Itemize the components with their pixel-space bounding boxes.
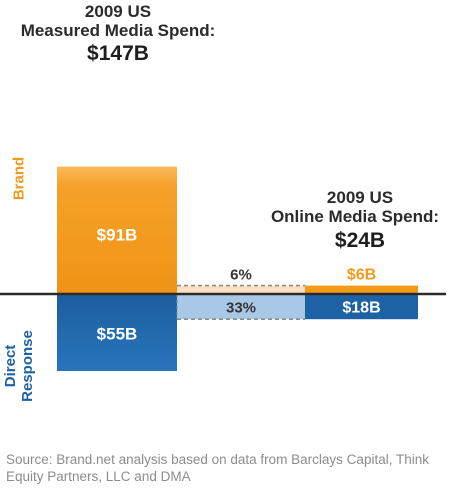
bar1-title-line1: 2009 US bbox=[84, 2, 152, 21]
bar-measured-brand-label: $91B bbox=[97, 225, 138, 244]
bar2-total-label: $24B bbox=[334, 229, 386, 252]
bar1-total-label: $147B bbox=[87, 42, 149, 65]
connector-direct bbox=[177, 294, 305, 320]
direct-label-line1: Direct bbox=[2, 344, 19, 388]
bar2-title-line2: Online Media Spend: bbox=[270, 207, 440, 226]
brand-axis-label: Brand bbox=[10, 156, 28, 201]
bar-measured-direct bbox=[57, 294, 177, 371]
source-note: Source: Brand.net analysis based on data… bbox=[6, 452, 429, 484]
bar-online-brand bbox=[305, 285, 418, 294]
connector-brand-share-label: 6% bbox=[230, 267, 252, 284]
bar-measured-brand bbox=[57, 166, 177, 294]
bar1-title-line2: Measured Media Spend: bbox=[20, 21, 216, 40]
direct-label-line2: Response bbox=[19, 330, 36, 402]
connector-direct-share-label: 33% bbox=[226, 300, 256, 317]
bar2-title-line1: 2009 US bbox=[326, 188, 394, 207]
connector-brand bbox=[177, 285, 305, 294]
direct-response-axis-label: Direct Response bbox=[2, 324, 38, 408]
bar-online-direct bbox=[305, 294, 418, 320]
bar-online-direct-label: $18B bbox=[342, 300, 380, 317]
bar-measured-direct-label: $55B bbox=[97, 325, 138, 344]
bar-online-brand-label: $6B bbox=[347, 267, 376, 284]
